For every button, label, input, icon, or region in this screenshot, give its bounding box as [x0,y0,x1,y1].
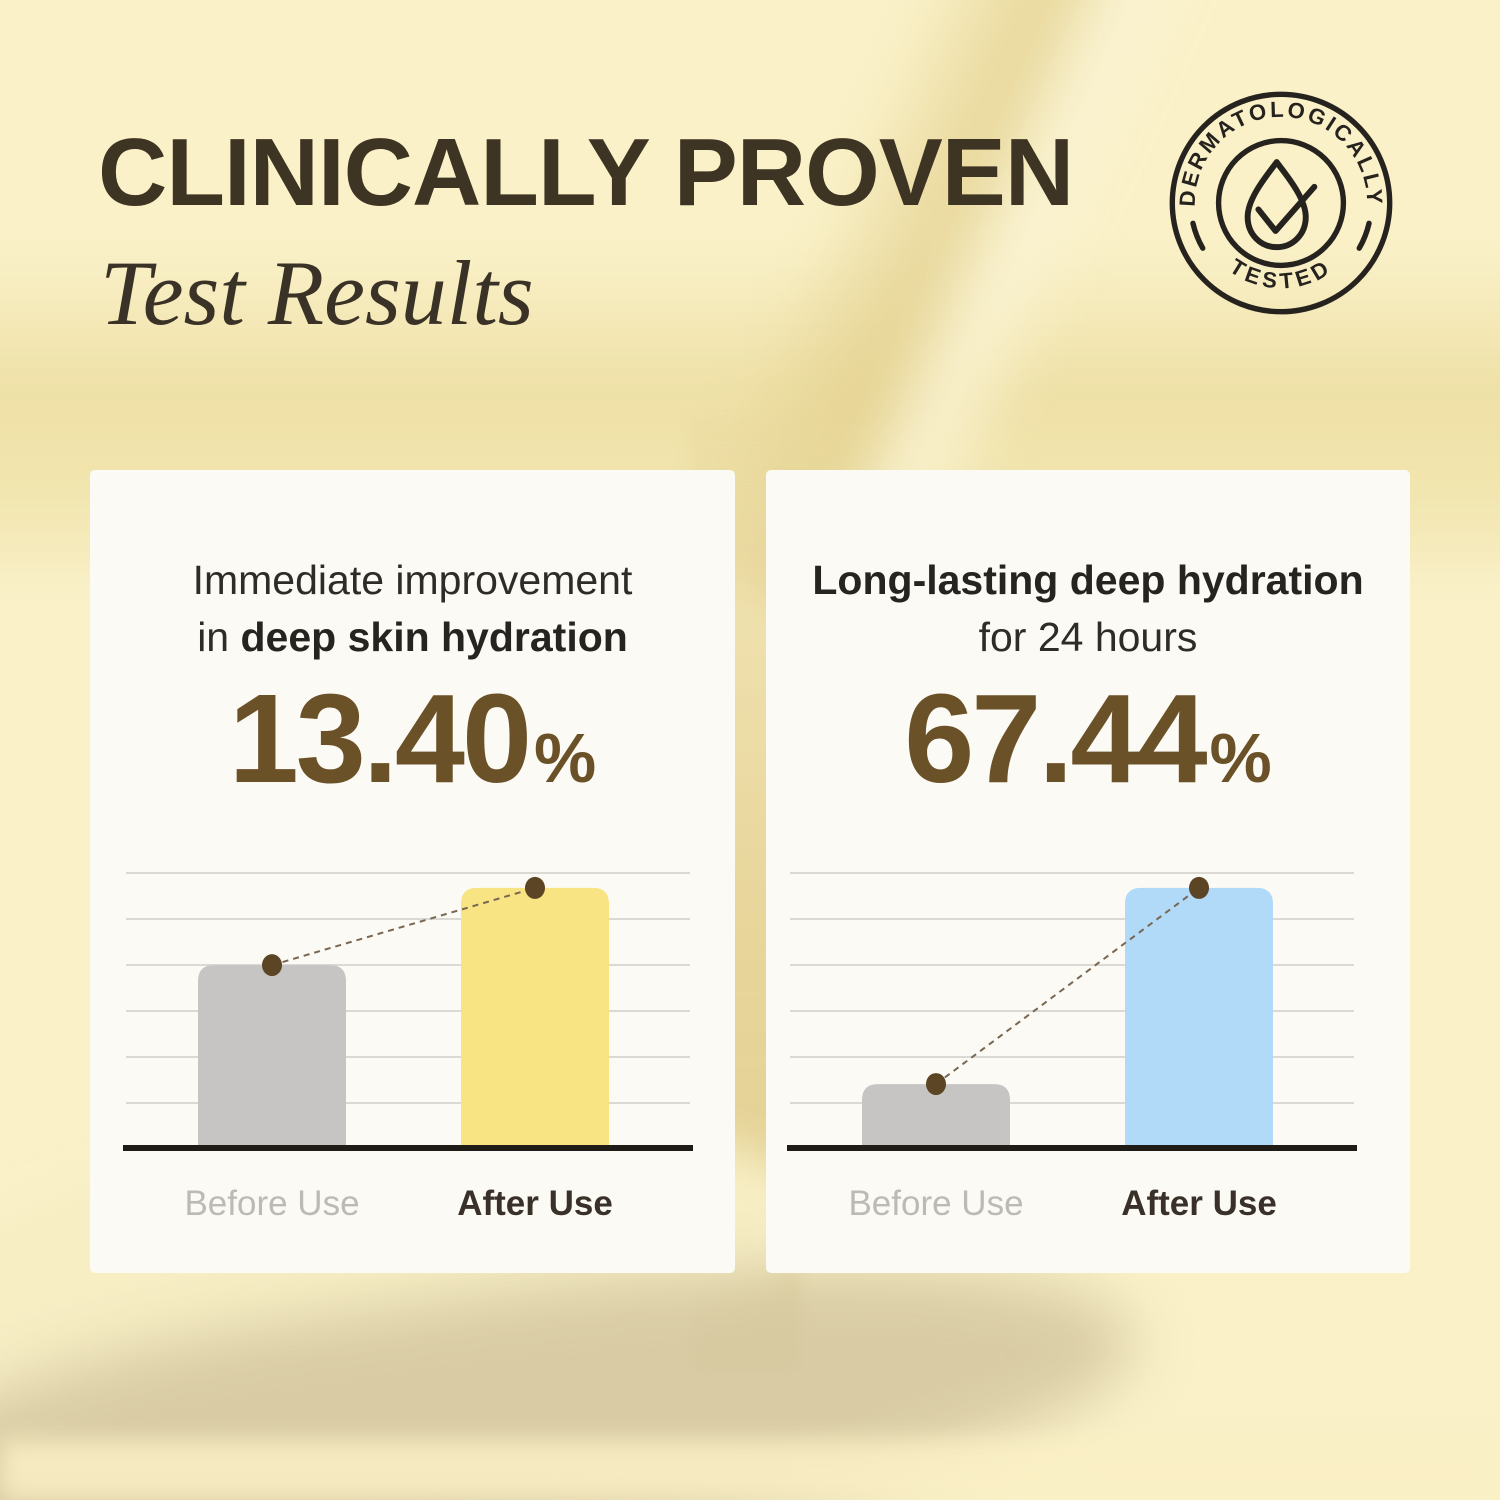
bar-before-use [198,965,346,1148]
data-dot-after-use [525,876,545,899]
page-title: CLINICALLY PROVEN [98,119,1074,226]
headline-number: 13.40 [228,668,532,809]
headline-value: 67.44% [766,674,1410,843]
connector-line [271,886,536,967]
heading-line1-bold: Long-lasting deep hydration [812,557,1364,603]
percent-sign: % [534,719,597,797]
bar-after-use [1125,887,1273,1148]
axis-baseline [123,1145,693,1151]
heading-line1: Immediate improvement [192,557,633,603]
dermatologically-tested-badge: DERMATOLOGICALLY TESTED [1169,91,1393,315]
label-after-use: After Use [457,1184,613,1220]
heading-line2: for 24 hours [978,614,1198,660]
page-subtitle: Test Results [100,242,534,344]
hydration-chart-long-lasting: Before Use After Use [787,872,1357,1220]
badge-side-dash-right [1356,220,1372,251]
card-heading: Long-lasting deep hydration for 24 hours [766,552,1410,666]
cream-smear-bottom-fade [0,1440,1500,1500]
headline-number: 67.44 [904,668,1207,809]
bar-after-use [461,887,609,1148]
result-card-immediate: Immediate improvement in deep skin hydra… [90,470,735,1273]
badge-top-text: DERMATOLOGICALLY [1175,97,1385,207]
card-heading: Immediate improvement in deep skin hydra… [90,552,735,666]
badge-side-dash-left [1190,220,1206,251]
axis-baseline [787,1145,1357,1151]
svg-text:DERMATOLOGICALLY: DERMATOLOGICALLY [1175,97,1388,207]
heading-line2-prefix: in [197,614,241,660]
label-after-use: After Use [1121,1184,1277,1220]
data-dot-after-use [1189,876,1209,899]
label-before-use: Before Use [184,1184,359,1220]
percent-sign: % [1209,719,1272,797]
water-drop-check-icon [1244,159,1318,251]
heading-line2-bold: deep skin hydration [240,614,628,660]
data-dot-before-use [926,1073,946,1096]
headline-value: 13.40% [90,674,735,843]
badge-bottom-text: TESTED [1225,254,1332,294]
label-before-use: Before Use [848,1184,1023,1220]
bar-before-use [862,1084,1010,1148]
data-dot-before-use [262,954,282,977]
result-card-long-lasting: Long-lasting deep hydration for 24 hours… [766,470,1410,1273]
hydration-chart-immediate: Before Use After Use [123,872,693,1220]
svg-text:TESTED: TESTED [1225,254,1336,294]
